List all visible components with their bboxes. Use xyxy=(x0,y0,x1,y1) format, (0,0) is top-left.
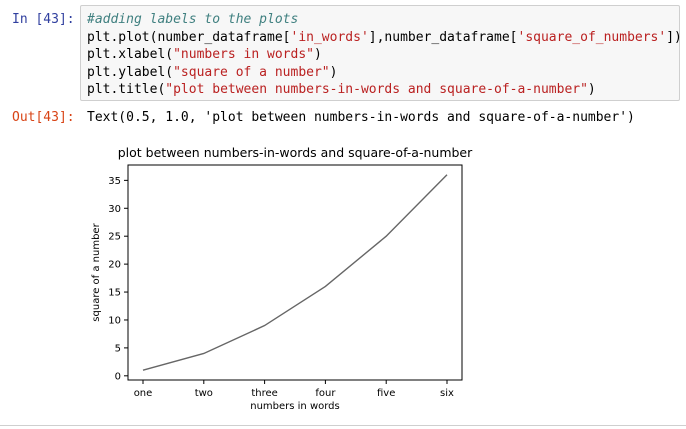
code-line-ylabel: plt.ylabel("square of a number") xyxy=(87,64,679,82)
code-token: plt.title( xyxy=(87,82,166,98)
code-string: 'in_words' xyxy=(290,29,369,45)
output-prompt: Out[43]: xyxy=(12,110,75,125)
code-token: plt.plot(number_dataframe[ xyxy=(87,29,291,45)
code-string: 'square_of_numbers' xyxy=(517,29,667,45)
code-line-xlabel: plt.xlabel("numbers in words") xyxy=(87,46,679,64)
x-tick-label: six xyxy=(440,388,454,399)
line-chart: plot between numbers-in-words and square… xyxy=(91,145,473,412)
input-prompt: In [43]: xyxy=(12,12,75,27)
code-string: "square of a number" xyxy=(173,64,330,80)
output-text: Text(0.5, 1.0, 'plot between numbers-in-… xyxy=(87,110,635,125)
x-tick-label: three xyxy=(251,388,277,399)
y-axis-label: square of a number xyxy=(91,222,102,321)
x-axis: one two three four five six xyxy=(134,380,454,399)
y-tick-label: 20 xyxy=(108,260,121,271)
code-string: "plot between numbers-in-words and squar… xyxy=(165,82,588,98)
y-tick-label: 5 xyxy=(115,343,121,354)
code-token: ],number_dataframe[ xyxy=(368,29,518,45)
y-tick-label: 25 xyxy=(108,232,121,243)
code-token: ) xyxy=(329,64,338,80)
code-line-comment: #adding labels to the plots xyxy=(87,12,299,27)
y-tick-label: 35 xyxy=(108,176,121,187)
x-tick-label: two xyxy=(195,388,213,399)
series-line xyxy=(142,174,448,371)
y-tick-label: 30 xyxy=(108,204,121,215)
code-string: "numbers in words" xyxy=(173,47,314,63)
y-tick-label: 15 xyxy=(108,288,121,299)
y-tick-label: 10 xyxy=(108,315,121,326)
x-tick-label: one xyxy=(134,388,153,399)
code-input-cell[interactable]: #adding labels to the plots plt.plot(num… xyxy=(80,5,682,101)
code-line-title: plt.title("plot between numbers-in-words… xyxy=(87,81,679,99)
x-axis-label: numbers in words xyxy=(250,401,340,412)
x-tick-label: four xyxy=(315,388,336,399)
code-token: ]) xyxy=(666,29,682,45)
y-tick-label: 0 xyxy=(115,371,121,382)
cell-divider xyxy=(0,425,686,426)
chart-title: plot between numbers-in-words and square… xyxy=(118,145,473,160)
code-token: ) xyxy=(313,47,322,63)
y-axis: 0 5 10 15 20 25 30 35 xyxy=(108,176,128,382)
plot-frame xyxy=(127,164,463,381)
code-token: plt.xlabel( xyxy=(87,47,174,63)
code-token: ) xyxy=(587,82,596,98)
code-line-plot: plt.plot(number_dataframe['in_words'],nu… xyxy=(87,29,682,47)
code-token: plt.ylabel( xyxy=(87,64,174,80)
x-tick-label: five xyxy=(377,388,395,399)
